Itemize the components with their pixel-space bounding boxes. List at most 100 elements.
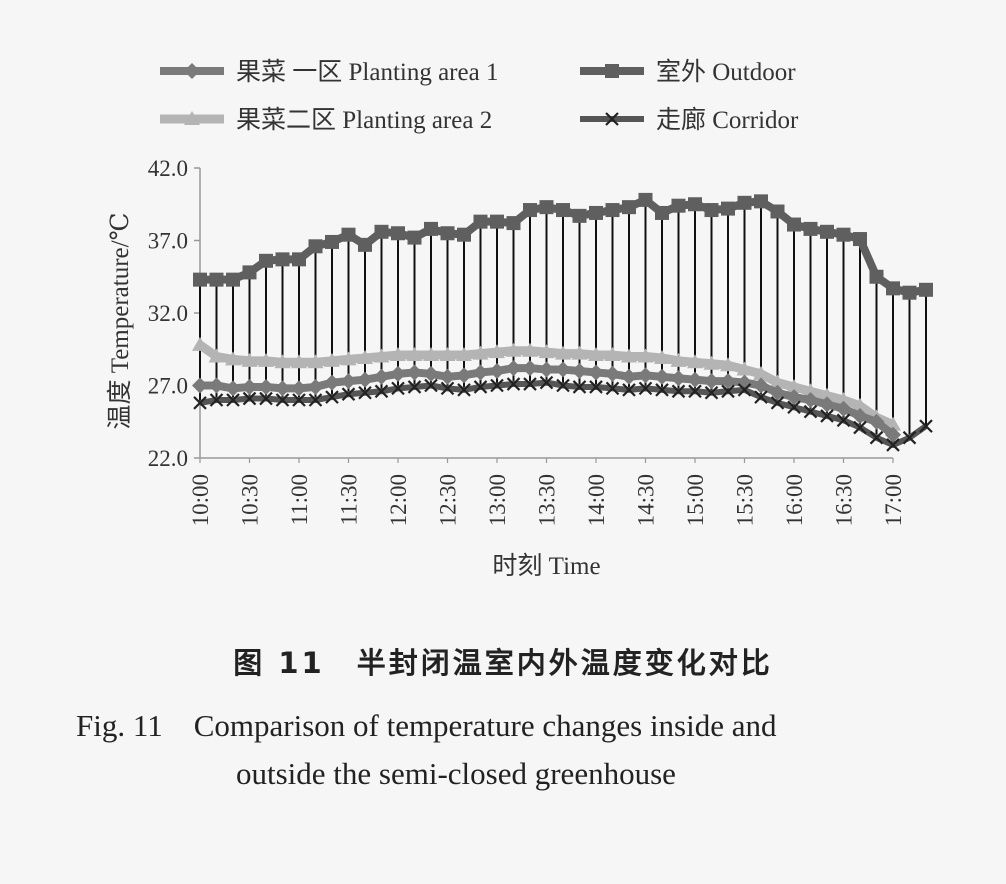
data-point-triangle — [307, 354, 324, 369]
data-point-triangle — [786, 378, 802, 393]
data-point-triangle — [555, 345, 571, 360]
data-point-square — [589, 205, 603, 220]
data-point-x — [655, 383, 669, 397]
data-point-x — [572, 380, 587, 394]
data-point-triangle — [472, 345, 489, 360]
data-point-square — [275, 252, 290, 267]
data-point-diamond — [324, 374, 340, 391]
data-point-diamond — [439, 368, 456, 385]
data-point-square — [292, 252, 306, 267]
x-tick-label: 13:30 — [535, 474, 560, 526]
data-point-diamond — [868, 413, 885, 430]
data-point-x — [638, 381, 653, 396]
data-point-square — [803, 221, 818, 236]
data-point-diamond — [538, 361, 555, 378]
figure-caption-english-line1: Fig. 11 Comparison of temperature change… — [76, 708, 777, 743]
data-point-x-stroke-b — [869, 430, 884, 445]
data-point-square — [506, 216, 521, 231]
data-point-square — [259, 253, 273, 268]
y-tick-label: 22.0 — [148, 446, 188, 471]
data-point-diamond — [307, 378, 324, 395]
data-point-x-stroke-b — [803, 404, 818, 419]
data-point-square — [902, 285, 917, 300]
legend-swatch-marker — [184, 111, 200, 125]
data-point-square — [209, 272, 224, 287]
data-point-x-stroke-b — [754, 390, 768, 404]
data-point-triangle — [835, 392, 852, 406]
data-point-square — [539, 200, 554, 215]
data-point-diamond — [357, 371, 373, 388]
data-point-triangle — [703, 355, 720, 370]
data-point-diamond — [390, 365, 406, 382]
data-point-triangle — [423, 347, 439, 362]
data-point-x-stroke-b — [655, 383, 669, 397]
data-point-diamond — [291, 380, 307, 397]
chart-axes: 22.0 27.0 32.0 37.0 42.0 10:00 10:30 11:00 11:30… — [148, 156, 906, 526]
data-point-x — [506, 377, 521, 391]
data-point-x-stroke-b — [490, 378, 504, 393]
data-point-triangle — [670, 352, 687, 367]
data-point-triangle — [225, 351, 241, 366]
data-point-square — [638, 192, 653, 207]
data-point-diamond — [802, 392, 819, 408]
data-point-triangle — [621, 348, 637, 363]
data-point-diamond — [835, 400, 852, 417]
data-point-x-stroke-b — [407, 380, 422, 394]
data-point-triangle — [489, 344, 505, 359]
data-point-x — [869, 430, 884, 445]
data-point-x-stroke-b — [721, 384, 735, 399]
figure-caption-english-line2: outside the semi-closed greenhouse — [236, 756, 676, 791]
data-point-diamond — [225, 380, 241, 397]
data-point-diamond — [637, 367, 654, 384]
data-point-x-stroke-b — [638, 381, 653, 396]
data-point-x — [886, 438, 900, 452]
data-point-x — [853, 420, 867, 435]
data-point-triangle — [406, 347, 423, 362]
data-point-x — [902, 430, 917, 445]
data-point-triangle — [720, 357, 736, 372]
x-tick-label: 12:30 — [436, 474, 461, 526]
data-point-x-stroke-b — [919, 419, 933, 433]
data-point-diamond — [786, 389, 802, 406]
y-tick-label: 32.0 — [148, 301, 188, 326]
data-point-x-stroke-b — [209, 393, 224, 407]
data-point-x-stroke-b — [605, 381, 620, 396]
data-point-square — [358, 237, 372, 252]
data-point-diamond — [703, 373, 720, 390]
data-point-x — [424, 378, 438, 393]
data-point-square — [193, 272, 207, 287]
data-point-diamond — [769, 384, 786, 401]
data-point-square — [457, 227, 471, 242]
data-point-x-stroke-b — [572, 380, 587, 394]
x-tick-label: 11:30 — [337, 474, 362, 526]
data-point-square — [407, 230, 422, 245]
data-point-x-stroke-b — [506, 377, 521, 391]
data-point-diamond — [571, 363, 588, 379]
data-point-square — [655, 205, 669, 220]
data-point-triangle — [852, 397, 868, 412]
data-point-triangle — [753, 365, 769, 380]
y-axis-label: 温度 Temperature/℃ — [106, 212, 134, 429]
data-point-diamond — [852, 407, 868, 424]
data-point-x-stroke-b — [457, 383, 471, 397]
data-point-x — [490, 378, 504, 393]
data-point-square — [374, 224, 389, 239]
data-point-triangle — [819, 387, 835, 402]
data-point-x-stroke-b — [539, 375, 554, 390]
data-point-triangle — [769, 374, 786, 389]
data-point-x — [391, 381, 405, 396]
data-point-triangle — [373, 348, 390, 363]
data-point-x-stroke-b — [688, 384, 702, 399]
x-axis-label: 时刻 Time — [492, 552, 600, 580]
data-point-x-stroke-b — [902, 430, 917, 445]
data-point-x-stroke-b — [226, 393, 240, 407]
x-tick-label: 15:00 — [683, 474, 708, 526]
data-point-diamond — [505, 360, 522, 377]
data-point-triangle — [324, 352, 340, 367]
data-point-square — [737, 195, 752, 210]
data-point-diamond — [687, 371, 703, 388]
data-point-x-stroke-b — [473, 380, 488, 394]
data-point-x-stroke-b — [622, 383, 636, 397]
legend-label: 果菜二区 Planting area 2 — [236, 106, 492, 134]
data-point-diamond — [241, 378, 258, 395]
